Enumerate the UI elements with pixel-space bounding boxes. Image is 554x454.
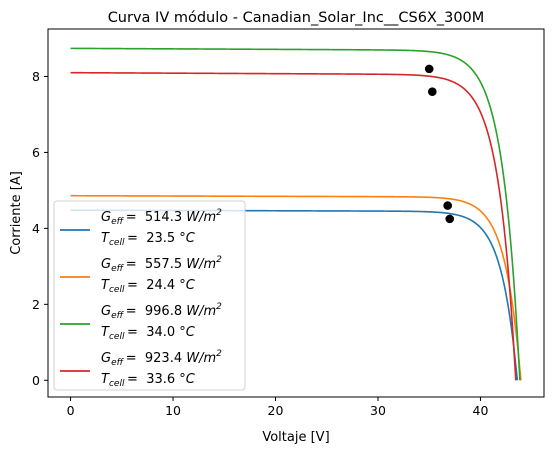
x-tick-label: 40	[473, 403, 489, 418]
svg-text:Tcell = 23.5 °C: Tcell = 23.5 °C	[101, 231, 196, 248]
series-line-1	[70, 194, 522, 381]
x-tick-label: 30	[370, 403, 386, 418]
svg-text:Geff = 514.3 W/m2: Geff = 514.3 W/m2	[101, 208, 222, 227]
series-line-3	[70, 71, 517, 381]
mpp-point-3	[427, 87, 437, 96]
legend-entry-3: Geff = 923.4 W/m2 Tcell = 33.6 °C	[60, 349, 222, 389]
chart-title: Curva IV módulo - Canadian_Solar_Inc__CS…	[108, 10, 485, 26]
legend-temperature-text: Tcell = 24.4 °C	[101, 278, 196, 295]
legend-temperature-text: Tcell = 33.6 °C	[101, 372, 196, 389]
svg-text:Tcell = 24.4 °C: Tcell = 24.4 °C	[101, 278, 196, 295]
legend-entry-2: Geff = 996.8 W/m2 Tcell = 34.0 °C	[60, 302, 222, 342]
legend-irradiance-text: Geff = 557.5 W/m2	[101, 255, 222, 274]
svg-text:Tcell = 33.6 °C: Tcell = 33.6 °C	[101, 372, 196, 389]
y-tick-label: 2	[32, 297, 40, 312]
y-axis-label: Corriente [A]	[9, 171, 24, 255]
svg-text:Geff = 557.5 W/m2: Geff = 557.5 W/m2	[101, 255, 222, 274]
x-axis-label: Voltaje [V]	[262, 430, 329, 445]
legend-irradiance-text: Geff = 923.4 W/m2	[101, 349, 222, 368]
legend-irradiance-text: Geff = 996.8 W/m2	[101, 302, 222, 321]
y-tick-label: 4	[32, 221, 40, 236]
mpp-point-2	[424, 64, 434, 74]
legend-entry-0: Geff = 514.3 W/m2 Tcell = 23.5 °C	[60, 208, 222, 248]
legend-temperature-text: Tcell = 23.5 °C	[101, 231, 196, 248]
x-tick-label: 20	[268, 403, 284, 418]
x-tick-label: 10	[165, 403, 181, 418]
legend-irradiance-text: Geff = 514.3 W/m2	[101, 208, 222, 227]
y-tick-label: 0	[32, 373, 40, 388]
svg-text:Geff = 923.4 W/m2: Geff = 923.4 W/m2	[101, 349, 222, 368]
legend-entry-1: Geff = 557.5 W/m2 Tcell = 24.4 °C	[60, 255, 222, 295]
legend-box	[53, 200, 246, 391]
plot-marks	[70, 47, 522, 381]
mpp-point-1	[443, 201, 452, 210]
y-tick-label: 8	[32, 69, 40, 84]
plot-frame	[47, 28, 545, 398]
axis-ticks: 0 10 20 30 40 0 2 4 6 8	[32, 69, 488, 418]
legend-temperature-text: Tcell = 34.0 °C	[101, 325, 196, 342]
svg-text:Geff = 996.8 W/m2: Geff = 996.8 W/m2	[101, 302, 222, 321]
y-tick-label: 6	[32, 145, 40, 160]
mpp-point-0	[445, 214, 455, 224]
series-line-2	[70, 47, 521, 381]
svg-text:Tcell = 34.0 °C: Tcell = 34.0 °C	[101, 325, 196, 342]
x-tick-label: 0	[67, 403, 75, 418]
